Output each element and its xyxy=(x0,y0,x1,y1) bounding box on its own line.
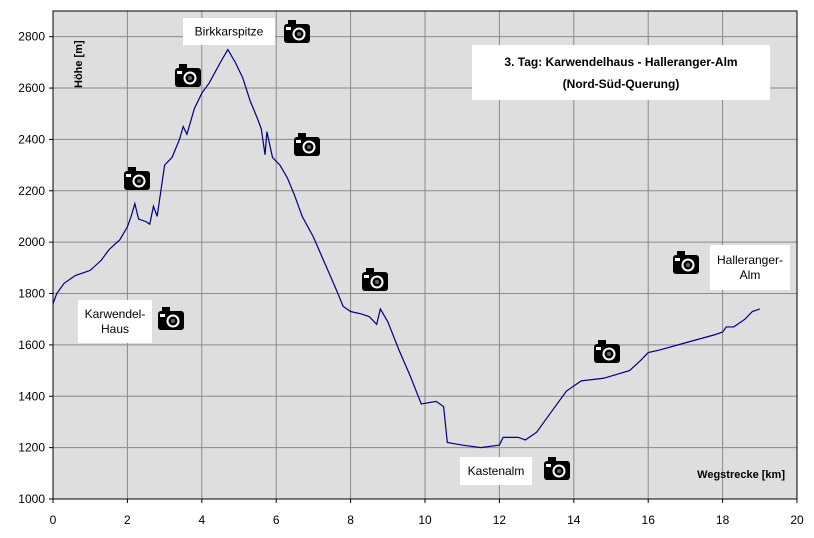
annotation-text: Haus xyxy=(101,322,129,336)
x-tick-label: 10 xyxy=(418,513,432,527)
x-axis-label: Wegstrecke [km] xyxy=(697,469,785,481)
y-tick-label: 2200 xyxy=(18,184,45,198)
annotation-box xyxy=(78,300,152,343)
title-box xyxy=(472,45,770,100)
y-tick-label: 1000 xyxy=(18,492,45,506)
chart-subtitle: (Nord-Süd-Querung) xyxy=(563,77,680,91)
elevation-line xyxy=(52,48,760,449)
x-tick-label: 4 xyxy=(198,513,205,527)
x-tick-label: 18 xyxy=(716,513,730,527)
annotation-text: Kastenalm xyxy=(468,464,525,478)
x-tick-label: 2 xyxy=(124,513,131,527)
annotation-box xyxy=(460,457,532,485)
annotation-text: Halleranger- xyxy=(717,253,783,267)
annotation-box xyxy=(710,245,790,290)
annotation-box xyxy=(183,18,275,45)
chart-title: 3. Tag: Karwendelhaus - Halleranger-Alm xyxy=(504,55,737,69)
x-tick-label: 12 xyxy=(493,513,507,527)
y-tick-label: 1800 xyxy=(18,287,45,301)
y-tick-label: 2800 xyxy=(18,30,45,44)
annotation-text: Karwendel- xyxy=(85,307,146,321)
x-tick-label: 20 xyxy=(790,513,804,527)
y-tick-label: 2600 xyxy=(18,81,45,95)
x-tick-label: 16 xyxy=(642,513,656,527)
y-tick-label: 1400 xyxy=(18,389,45,403)
x-tick-label: 8 xyxy=(347,513,354,527)
y-tick-label: 2400 xyxy=(18,132,45,146)
annotation-text: Alm xyxy=(740,268,761,282)
x-tick-label: 14 xyxy=(567,513,581,527)
x-tick-label: 6 xyxy=(273,513,280,527)
x-tick-label: 0 xyxy=(50,513,57,527)
y-tick-label: 2000 xyxy=(18,235,45,249)
annotation-text: Birkkarspitze xyxy=(195,25,264,39)
y-axis-label: Höhe [m] xyxy=(73,40,85,88)
y-tick-label: 1600 xyxy=(18,338,45,352)
y-tick-label: 1200 xyxy=(18,441,45,455)
